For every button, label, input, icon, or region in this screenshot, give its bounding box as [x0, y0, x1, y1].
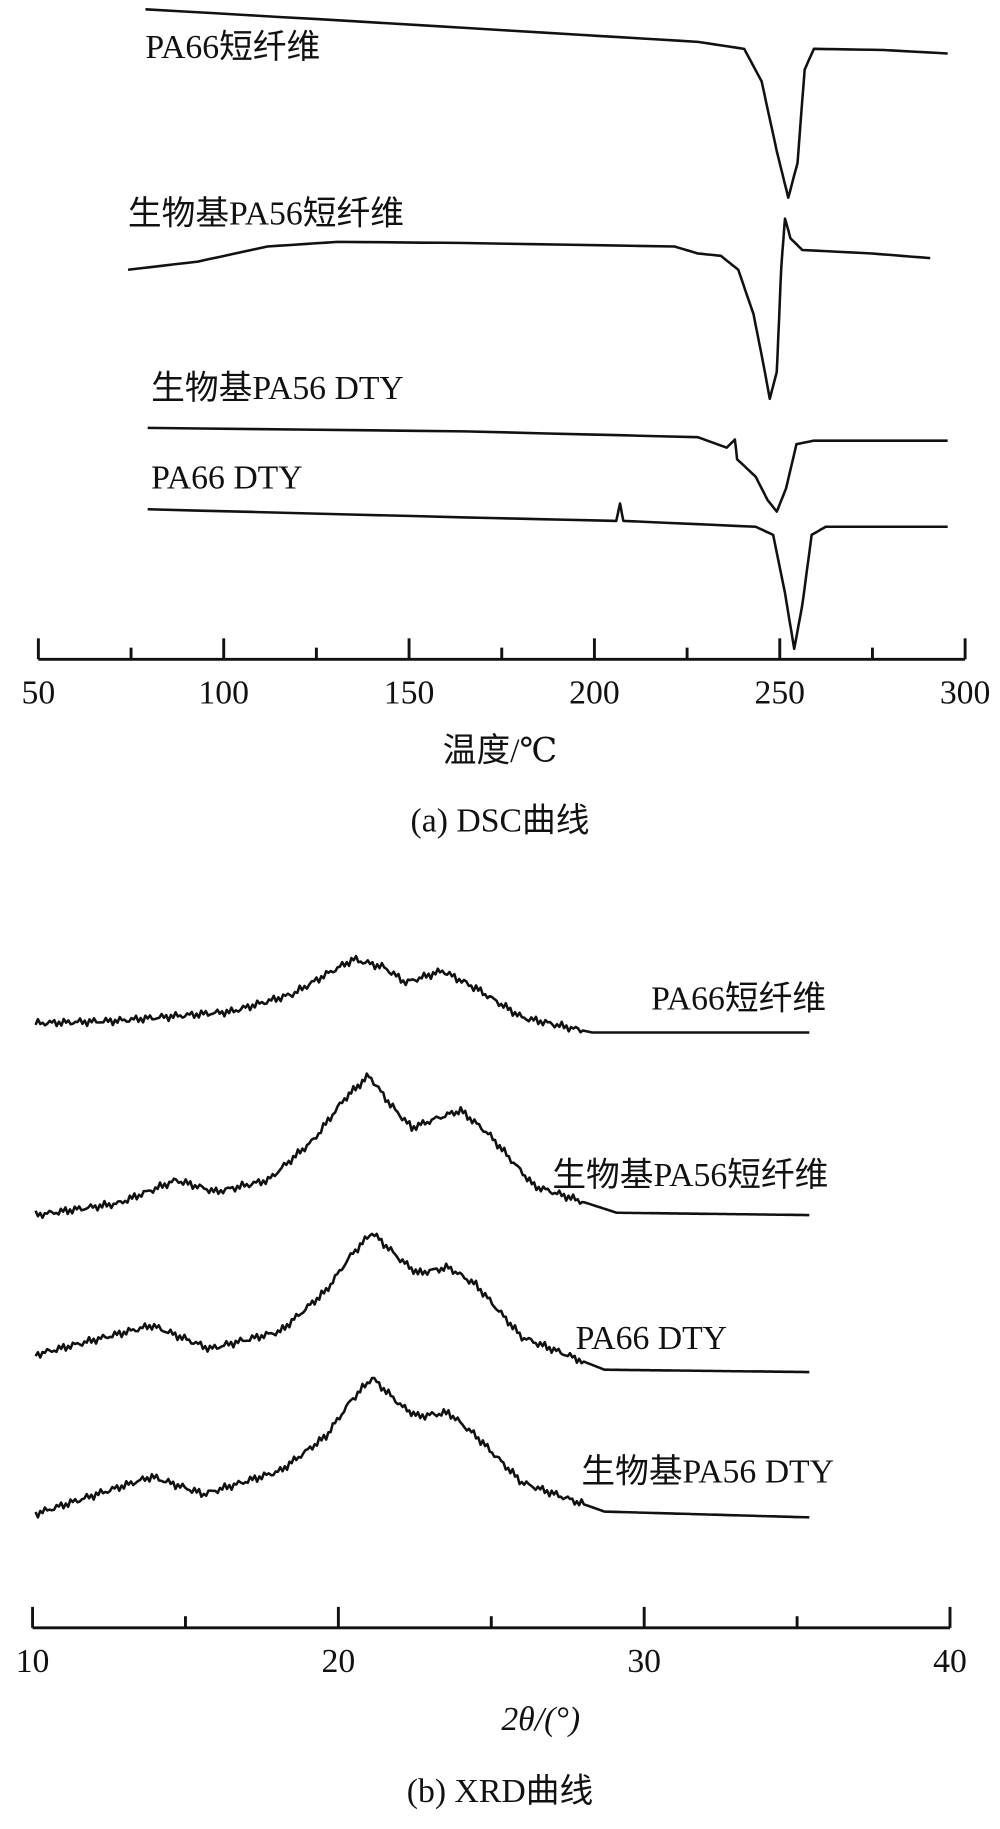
dsc-label-pa56-staple: 生物基PA56短纤维: [128, 194, 404, 232]
xrd-tick-label: 30: [627, 1643, 661, 1680]
xrd-label-pa66-staple: PA66短纤维: [651, 979, 826, 1017]
dsc-label-pa66-dty: PA66 DTY: [151, 459, 302, 496]
xrd-curve-2: [34, 1232, 810, 1374]
xrd-label-pa56-staple: 生物基PA56短纤维: [552, 1156, 828, 1194]
xrd-curve-0: [34, 954, 810, 1034]
dsc-curve-3: [147, 502, 948, 651]
dsc-curve-0: [145, 8, 948, 199]
xrd-tick-label: 40: [933, 1643, 967, 1680]
dsc-tick-label: 300: [940, 674, 991, 711]
xrd-curve-1: [34, 1072, 810, 1220]
dsc-chart: 50 100 150 200 250 300 PA66短纤维 生物基PA56短纤维 生物基…: [22, 8, 991, 839]
dsc-tick-label: 150: [384, 674, 435, 711]
xrd-tick-label: 10: [16, 1643, 50, 1680]
dsc-tick-label: 100: [198, 674, 249, 711]
dsc-curve-2: [147, 426, 948, 513]
xrd-x-axis-title: 2θ/(°): [501, 1701, 580, 1738]
dsc-label-pa56-dty: 生物基PA56 DTY: [151, 369, 404, 407]
dsc-caption: (a) DSC曲线: [411, 801, 590, 839]
dsc-curve-1: [127, 217, 931, 401]
xrd-curve-3: [34, 1376, 810, 1519]
dsc-tick-label: 200: [569, 674, 620, 711]
dsc-label-pa66-staple: PA66短纤维: [145, 28, 320, 66]
xrd-label-pa56-dty: 生物基PA56 DTY: [581, 1453, 834, 1491]
xrd-caption: (b) XRD曲线: [407, 1772, 593, 1810]
xrd-chart: 10 20 30 40 PA66短纤维 生物基PA56短纤维 PA66 DTY 生物基…: [16, 954, 967, 1810]
dsc-x-axis-title: 温度/℃: [443, 732, 558, 770]
xrd-label-pa66-dty: PA66 DTY: [576, 1320, 727, 1357]
xrd-tick-label: 20: [322, 1643, 356, 1680]
dsc-tick-label: 50: [22, 674, 56, 711]
dsc-tick-label: 250: [754, 674, 805, 711]
